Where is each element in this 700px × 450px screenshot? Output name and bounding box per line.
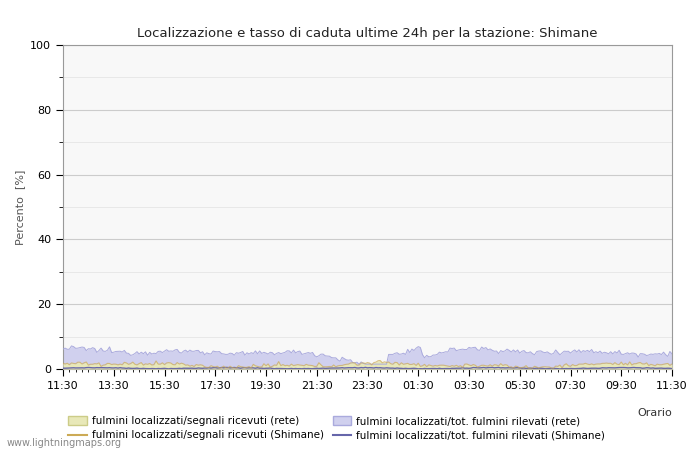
Legend: fulmini localizzati/segnali ricevuti (rete), fulmini localizzati/segnali ricevut: fulmini localizzati/segnali ricevuti (re… [68, 416, 606, 441]
Text: Orario: Orario [637, 408, 672, 418]
Title: Localizzazione e tasso di caduta ultime 24h per la stazione: Shimane: Localizzazione e tasso di caduta ultime … [137, 27, 598, 40]
Y-axis label: Percento  [%]: Percento [%] [15, 169, 24, 245]
Text: www.lightningmaps.org: www.lightningmaps.org [7, 438, 122, 448]
